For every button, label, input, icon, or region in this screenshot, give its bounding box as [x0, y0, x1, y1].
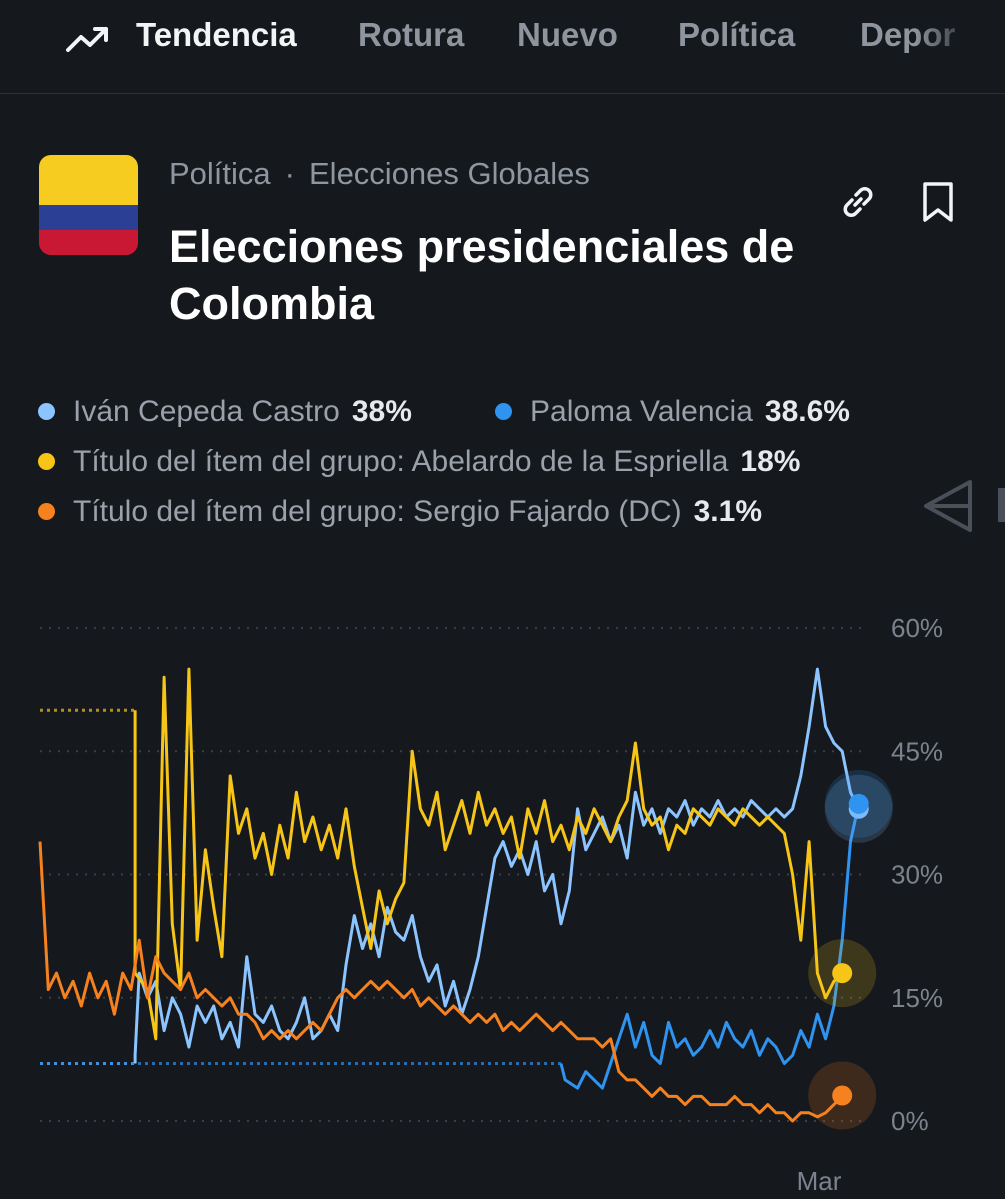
- breadcrumb: Política · Elecciones Globales: [169, 156, 590, 192]
- series-end-marker: [832, 963, 853, 984]
- legend-dot: [38, 502, 55, 520]
- series-line: [38, 841, 844, 1123]
- series-line: [559, 803, 861, 1090]
- y-tick-label: 0%: [891, 1106, 929, 1136]
- tab-rotura[interactable]: Rotura: [358, 16, 465, 53]
- y-axis-ticks: 60% 45% 30% 15% 0%: [891, 613, 943, 1136]
- chart-end-markers: [808, 769, 893, 1130]
- breadcrumb-category[interactable]: Política: [169, 156, 271, 191]
- series-end-marker: [832, 1085, 853, 1106]
- legend-value: 38%: [351, 395, 412, 428]
- legend-label: Título del ítem del grupo: Sergio Fajard…: [73, 495, 682, 528]
- nav-fade-edge: [915, 0, 1005, 92]
- legend-dot: [38, 402, 55, 420]
- watermark-logo-icon: [924, 480, 1005, 532]
- y-tick-label: 30%: [891, 860, 943, 890]
- legend-value: 18%: [740, 445, 801, 478]
- x-axis-ticks: Mar: [797, 1166, 842, 1196]
- colombia-flag: [39, 155, 138, 255]
- legend-label: Título del ítem del grupo: Abelardo de l…: [73, 445, 729, 478]
- tab-nuevo[interactable]: Nuevo: [517, 16, 618, 53]
- bookmark-icon[interactable]: [916, 180, 960, 224]
- legend-dot: [495, 402, 512, 420]
- series-line: [133, 667, 844, 1041]
- legend-item-paloma-valencia[interactable]: Paloma Valencia 38.6%: [495, 395, 850, 429]
- chart-series: [38, 667, 861, 1123]
- y-tick-label: 60%: [891, 613, 943, 643]
- y-tick-label: 45%: [891, 736, 943, 766]
- tab-tendencia[interactable]: Tendencia: [136, 16, 297, 53]
- price-history-chart: 60% 45% 30% 15% 0% Mar: [38, 613, 943, 1196]
- breadcrumb-subcategory[interactable]: Elecciones Globales: [309, 156, 590, 191]
- breadcrumb-separator: ·: [284, 156, 295, 191]
- legend-item-abelardo[interactable]: Título del ítem del grupo: Abelardo de l…: [38, 445, 800, 479]
- legend-value: 3.1%: [693, 495, 762, 528]
- x-tick-label: Mar: [797, 1166, 842, 1196]
- trending-up-icon: [66, 27, 108, 52]
- top-navigation: Tendencia Rotura Nuevo Política Depor: [0, 0, 1005, 94]
- tab-politica[interactable]: Política: [678, 16, 796, 53]
- legend-label: Iván Cepeda Castro: [73, 395, 340, 428]
- link-icon[interactable]: [836, 180, 880, 224]
- legend-dot: [38, 452, 55, 470]
- series-end-marker: [848, 793, 869, 814]
- legend-label: Paloma Valencia: [530, 395, 753, 428]
- series-line: [133, 667, 861, 1064]
- legend-item-ivan-cepeda[interactable]: Iván Cepeda Castro 38%: [38, 395, 412, 429]
- market-title: Elecciones presidenciales de Colombia: [169, 221, 795, 329]
- y-tick-label: 15%: [891, 983, 943, 1013]
- legend-value: 38.6%: [764, 395, 850, 428]
- legend-item-fajardo[interactable]: Título del ítem del grupo: Sergio Fajard…: [38, 495, 762, 529]
